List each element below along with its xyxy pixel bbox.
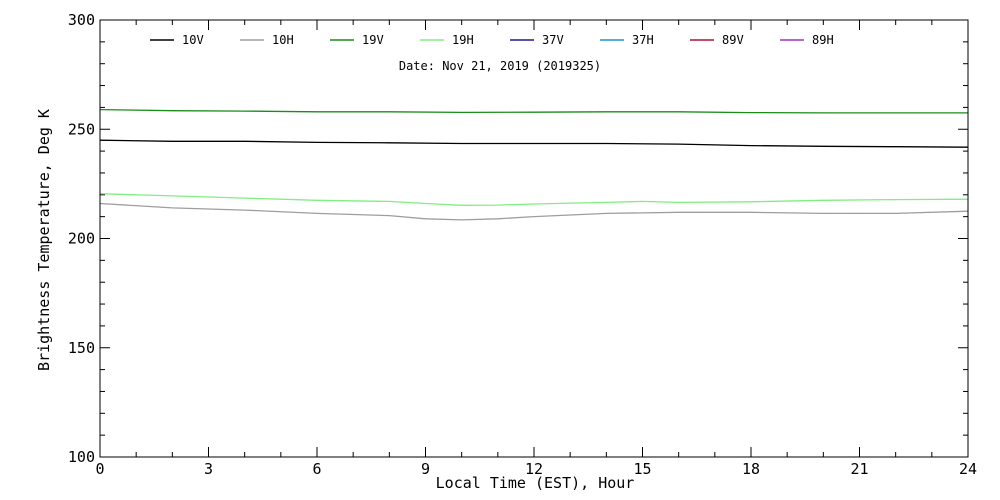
x-tick-label: 15 <box>633 460 651 478</box>
y-tick-label: 200 <box>68 230 95 248</box>
y-tick-labels: 100 150 200 250 300 <box>68 11 95 466</box>
legend-label-10v: 10V <box>182 33 204 47</box>
x-tick-label: 18 <box>742 460 760 478</box>
series-line-10h <box>99 202 969 221</box>
legend-label-19h: 19H <box>452 33 474 47</box>
x-tick-labels: 0 3 6 9 12 15 18 21 24 <box>95 460 977 478</box>
legend-label-37h: 37H <box>632 33 654 47</box>
legend: 10V 10H 19V 19H 37V 37H 89V 89H <box>150 33 834 47</box>
x-tick-label: 6 <box>312 460 321 478</box>
y-axis-title: Brightness Temperature, Deg K <box>35 109 53 371</box>
series-line-19h <box>99 193 969 206</box>
series-line-19v <box>99 108 968 114</box>
x-tick-label: 9 <box>421 460 430 478</box>
legend-label-10h: 10H <box>272 33 294 47</box>
axis-ticks <box>99 19 969 458</box>
legend-label-89h: 89H <box>812 33 834 47</box>
x-axis-title: Local Time (EST), Hour <box>436 474 635 492</box>
y-tick-label: 150 <box>68 339 95 357</box>
x-tick-label: 3 <box>204 460 213 478</box>
y-tick-label: 300 <box>68 11 95 29</box>
legend-label-37v: 37V <box>542 33 564 47</box>
legend-label-89v: 89V <box>722 33 744 47</box>
series-lines <box>99 108 969 221</box>
chart-subtitle: Date: Nov 21, 2019 (2019325) <box>399 59 601 73</box>
legend-label-19v: 19V <box>362 33 384 47</box>
y-tick-label: 100 <box>68 448 95 466</box>
y-tick-label: 250 <box>68 120 95 138</box>
plot-frame <box>99 19 969 458</box>
x-tick-label: 24 <box>959 460 977 478</box>
x-tick-label: 21 <box>850 460 868 478</box>
x-tick-label: 12 <box>525 460 543 478</box>
series-line-10v <box>99 139 969 148</box>
x-tick-label: 0 <box>95 460 104 478</box>
